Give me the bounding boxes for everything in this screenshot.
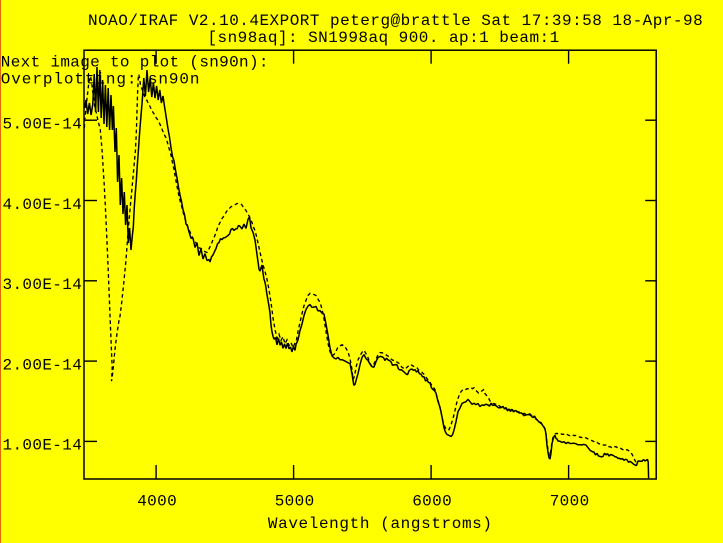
svg-text:4000: 4000 bbox=[137, 493, 177, 511]
svg-text:2.00E-14: 2.00E-14 bbox=[3, 356, 83, 374]
svg-text:Overplotting: sn90n: Overplotting: sn90n bbox=[1, 71, 200, 89]
svg-text:Wavelength (angstroms): Wavelength (angstroms) bbox=[268, 515, 492, 533]
svg-text:Next image to plot (sn90n):: Next image to plot (sn90n): bbox=[1, 53, 269, 71]
svg-text:6000: 6000 bbox=[412, 493, 452, 511]
svg-text:NOAO/IRAF V2.10.4EXPORT peterg: NOAO/IRAF V2.10.4EXPORT peterg@brattle S… bbox=[88, 12, 703, 30]
svg-text:[sn98aq]: SN1998aq 900. ap:1 b: [sn98aq]: SN1998aq 900. ap:1 beam:1 bbox=[208, 29, 560, 47]
svg-text:7000: 7000 bbox=[550, 493, 590, 511]
svg-text:4.00E-14: 4.00E-14 bbox=[3, 196, 83, 214]
svg-text:1.00E-14: 1.00E-14 bbox=[3, 437, 83, 455]
svg-text:3.00E-14: 3.00E-14 bbox=[3, 276, 83, 294]
svg-text:5000: 5000 bbox=[275, 493, 315, 511]
svg-text:5.00E-14: 5.00E-14 bbox=[3, 116, 83, 134]
